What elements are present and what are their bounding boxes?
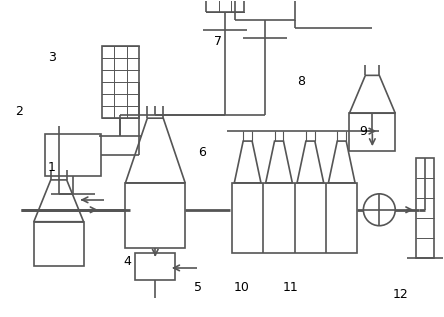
Text: 11: 11 [283, 281, 298, 294]
Bar [34, 222, 83, 266]
Text: 4: 4 [123, 255, 131, 268]
Text: 3: 3 [48, 51, 56, 64]
Text: 5: 5 [194, 281, 202, 294]
Bar [232, 183, 357, 253]
Text: 12: 12 [393, 288, 409, 301]
Bar [349, 113, 395, 151]
Text: 7: 7 [214, 35, 222, 48]
Text: 9: 9 [360, 125, 367, 138]
Bar [235, 0, 295, 20]
Bar [102, 47, 139, 118]
Text: 10: 10 [234, 281, 250, 294]
Bar [206, 0, 244, 12]
Bar [416, 158, 434, 258]
Text: 6: 6 [198, 146, 206, 159]
Bar [125, 183, 185, 248]
Text: 8: 8 [297, 75, 305, 88]
Text: 1: 1 [48, 161, 56, 174]
Bar [135, 253, 175, 281]
Text: 2: 2 [16, 105, 24, 118]
Bar [45, 134, 100, 176]
